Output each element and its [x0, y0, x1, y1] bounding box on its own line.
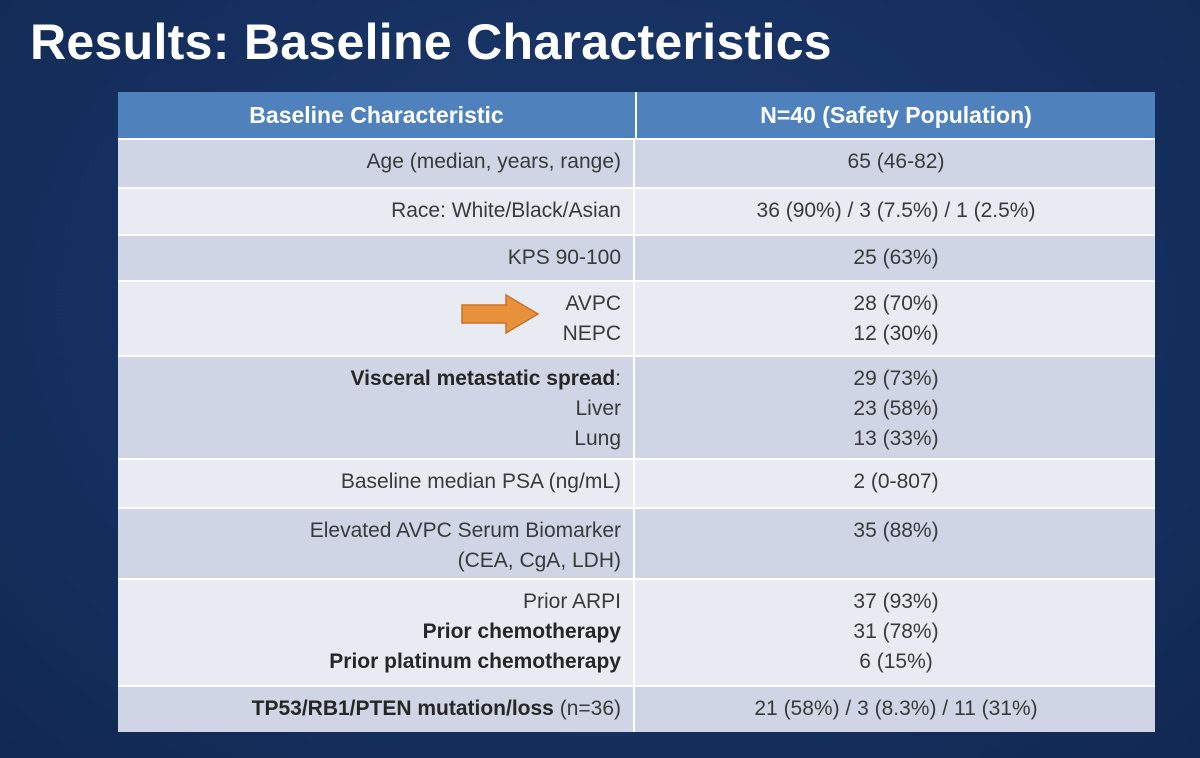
slide-title: Results: Baseline Characteristics	[30, 14, 832, 70]
cell-line: AVPC	[565, 292, 621, 315]
cell-line: Prior ARPI	[522, 590, 621, 613]
cell-line: 21 (58%) / 3 (8.3%) / 11 (31%)	[754, 697, 1038, 720]
value-cell: 35 (88%)	[637, 509, 1155, 578]
label-cell: Elevated AVPC Serum Biomarker (CEA, CgA, …	[118, 509, 635, 578]
header-cell: N=40 (Safety Population)	[760, 102, 1032, 128]
cell-line: 13 (33%)	[853, 427, 939, 450]
header-cell: Baseline Characteristic	[118, 92, 637, 138]
cell-line: Lung	[574, 427, 621, 450]
cell-line: 28 (70%)	[853, 292, 939, 315]
cell-line: 35 (88%)	[853, 519, 939, 542]
bold-text: Prior chemotherapy	[422, 620, 621, 643]
value-cell: 37 (93%) 31 (78%) 6 (15%)	[637, 580, 1155, 685]
cell-line: 37 (93%)	[853, 590, 939, 613]
header-row: Baseline Characteristic N=40 (Safety Popu…	[118, 92, 1155, 138]
table-row: Elevated AVPC Serum Biomarker (CEA, CgA, …	[118, 507, 1155, 578]
bold-text: Visceral metastatic spread	[350, 367, 616, 390]
cell-line: Elevated AVPC Serum Biomarker	[309, 519, 621, 542]
table-row: TP53/RB1/PTEN mutation/loss (n=36) 21 (58…	[118, 685, 1155, 732]
value-cell: 28 (70%) 12 (30%)	[637, 282, 1155, 355]
cell-line: Age (median, years, range)	[366, 150, 621, 173]
cell-line: 12 (30%)	[853, 322, 939, 345]
cell-line: 25 (63%)	[853, 246, 939, 269]
text: (n=36)	[553, 697, 621, 720]
table-row: KPS 90-100 25 (63%)	[118, 234, 1155, 280]
label-cell: Baseline median PSA (ng/mL)	[118, 460, 635, 507]
cell-line: Race: White/Black/Asian	[391, 199, 621, 222]
label-cell: Visceral metastatic spread: Liver Lung	[118, 357, 635, 458]
value-cell: 21 (58%) / 3 (8.3%) / 11 (31%)	[637, 687, 1155, 732]
cell-line: 29 (73%)	[853, 367, 939, 390]
cell-line: TP53/RB1/PTEN mutation/loss (n=36)	[118, 694, 621, 724]
value-cell: 25 (63%)	[637, 236, 1155, 280]
cell-line: 23 (58%)	[853, 397, 939, 420]
arrow-icon	[461, 293, 540, 335]
label-cell: Race: White/Black/Asian	[118, 189, 635, 234]
cell-line: Baseline median PSA (ng/mL)	[340, 470, 621, 493]
value-cell: 36 (90%) / 3 (7.5%) / 1 (2.5%)	[637, 189, 1155, 234]
label-cell: TP53/RB1/PTEN mutation/loss (n=36)	[118, 687, 635, 732]
label-cell: KPS 90-100	[118, 236, 635, 280]
cell-line: 36 (90%) / 3 (7.5%) / 1 (2.5%)	[756, 199, 1036, 222]
value-cell: 2 (0-807)	[637, 460, 1155, 507]
table-row: Age (median, years, range) 65 (46-82)	[118, 138, 1155, 187]
table-row: Baseline median PSA (ng/mL) 2 (0-807)	[118, 458, 1155, 507]
cell-line: Visceral metastatic spread:	[118, 364, 621, 394]
cell-line: NEPC	[562, 322, 621, 345]
bold-text: Prior platinum chemotherapy	[329, 650, 621, 673]
table-row: Race: White/Black/Asian 36 (90%) / 3 (7.5…	[118, 187, 1155, 234]
cell-line: 6 (15%)	[859, 650, 933, 673]
text: :	[615, 367, 621, 390]
cell-line: (CEA, CgA, LDH)	[457, 549, 621, 572]
table: Baseline Characteristic N=40 (Safety Popu…	[118, 92, 1155, 732]
cell-line: Prior platinum chemotherapy	[118, 647, 621, 677]
label-cell: Prior ARPI Prior chemotherapy Prior platin…	[118, 580, 635, 685]
cell-line: Liver	[575, 397, 621, 420]
value-cell: 29 (73%) 23 (58%) 13 (33%)	[637, 357, 1155, 458]
cell-line: 2 (0-807)	[853, 470, 939, 493]
value-cell: 65 (46-82)	[637, 140, 1155, 187]
cell-line: KPS 90-100	[507, 246, 621, 269]
table-row: Prior ARPI Prior chemotherapy Prior platin…	[118, 578, 1155, 685]
label-cell: Age (median, years, range)	[118, 140, 635, 187]
cell-line: Prior chemotherapy	[118, 617, 621, 647]
bold-text: TP53/RB1/PTEN mutation/loss	[251, 697, 554, 720]
label-cell: AVPC NEPC	[118, 282, 635, 355]
table-row: AVPC NEPC 28 (70%) 12 (30%)	[118, 280, 1155, 355]
cell-line: 65 (46-82)	[847, 150, 945, 173]
cell-line: 31 (78%)	[853, 620, 939, 643]
table-row: Visceral metastatic spread: Liver Lung 29 (…	[118, 355, 1155, 458]
